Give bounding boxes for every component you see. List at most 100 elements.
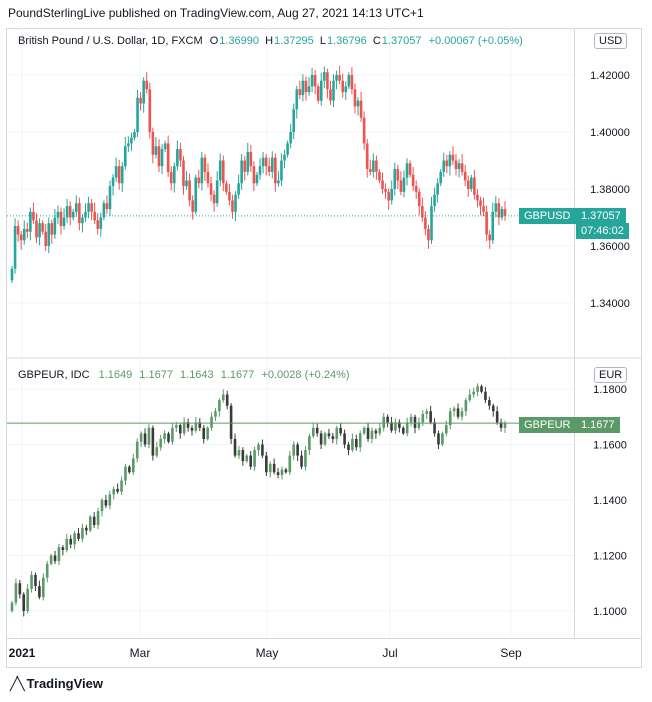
candle-body (409, 416, 413, 423)
candle-body (38, 223, 41, 238)
candle-body (92, 516, 96, 525)
candle-body (439, 171, 442, 184)
gbpusd-symbol-tag: GBPUSD (519, 208, 582, 224)
ohlc-change: +0.00067 (+0.05%) (428, 35, 523, 47)
candle-body (424, 217, 427, 229)
candle-body (45, 563, 49, 578)
candle-body (198, 422, 202, 428)
candle-body (229, 405, 233, 439)
y-tick-label: 1.1400 (593, 495, 627, 507)
candle-body (237, 450, 241, 456)
candle-body (197, 177, 201, 184)
candle-body (288, 455, 292, 473)
candle-body (215, 180, 219, 204)
candle-body (167, 433, 170, 442)
candle-body (252, 166, 256, 184)
candle-body (425, 411, 429, 414)
candle-body (494, 203, 498, 212)
candle-body (414, 186, 418, 192)
usd-currency-button[interactable]: USD (594, 33, 628, 49)
ohlc-close-label: C (372, 35, 381, 47)
candle-body (108, 186, 112, 209)
candle-body (78, 203, 81, 224)
candle-body (166, 143, 170, 172)
candle-body (308, 436, 311, 451)
candle-body (206, 171, 210, 184)
chart-frame[interactable] (6, 28, 642, 668)
candle-body (112, 488, 116, 495)
candle-body (258, 166, 262, 175)
gbpeur-change: +0.0028 (+0.24%) (261, 369, 350, 381)
gbpusd-legend: British Pound / U.S. Dollar, 1D, FXCM O1… (18, 35, 523, 47)
candle-body (390, 189, 394, 201)
candle-body (18, 583, 22, 595)
candle-body (206, 427, 209, 439)
candle-body (100, 500, 104, 512)
candle-body (463, 171, 467, 181)
candle-body (499, 422, 503, 428)
candle-body (171, 427, 174, 442)
candle-body (111, 177, 115, 187)
candle-body (26, 228, 29, 232)
candle-body (200, 157, 204, 184)
candle-body (123, 146, 127, 167)
eur-currency-button[interactable]: EUR (594, 367, 628, 383)
candle-body (268, 463, 272, 473)
candle-body (381, 180, 384, 189)
candle-body (488, 400, 491, 406)
tradingview-logo-icon: ╱╲ (10, 676, 25, 691)
candle-body (13, 226, 17, 269)
candle-body (90, 203, 93, 212)
candle-body (116, 488, 119, 492)
y-tick-label: 1.34000 (590, 298, 630, 310)
candle-body (405, 163, 409, 178)
candle-body (65, 206, 69, 218)
candle-body (421, 206, 424, 218)
candle-body (68, 206, 72, 218)
ohlc-low-label: L (319, 35, 326, 47)
candle-body (433, 194, 436, 207)
candle-body (280, 160, 283, 181)
candle-body (32, 211, 35, 221)
candle-body (304, 80, 308, 93)
candle-body (255, 174, 259, 184)
candle-body (292, 109, 296, 132)
candle-body (277, 180, 280, 184)
candle-body (390, 422, 393, 431)
candle-body (362, 117, 366, 144)
candle-body (356, 100, 360, 107)
candle-body (47, 223, 51, 246)
candle-body (212, 194, 216, 204)
candle-body (96, 511, 100, 525)
candle-body (484, 391, 487, 401)
candle-body (319, 80, 323, 101)
y-tick-label: 1.38000 (590, 184, 630, 196)
candle-body (240, 160, 243, 184)
candle-body (175, 425, 178, 428)
candle-body (452, 408, 456, 412)
candle-body (272, 463, 276, 473)
publisher-line: PoundSterlingLive published on TradingVi… (8, 6, 424, 20)
candle-body (233, 438, 237, 456)
candle-body (436, 183, 439, 195)
candle-body (366, 427, 370, 439)
candle-body (188, 180, 191, 201)
candle-body (351, 438, 354, 451)
gbpeur-symbol-tag: GBPEUR (519, 417, 582, 433)
candle-body (286, 143, 289, 155)
candle-body (323, 72, 326, 81)
candle-body (327, 433, 331, 437)
candle-body (442, 160, 446, 172)
candle-body (190, 427, 194, 431)
ohlc-close: 1.37057 (381, 35, 422, 47)
candle-body (500, 208, 504, 218)
candle-body (221, 394, 225, 401)
candle-body (127, 143, 130, 147)
candle-body (421, 413, 425, 423)
candle-body (253, 450, 256, 467)
candle-body (384, 189, 387, 192)
tradingview-logo[interactable]: ╱╲ TradingView (10, 676, 103, 692)
candle-body (34, 574, 37, 587)
candle-body (386, 416, 389, 423)
